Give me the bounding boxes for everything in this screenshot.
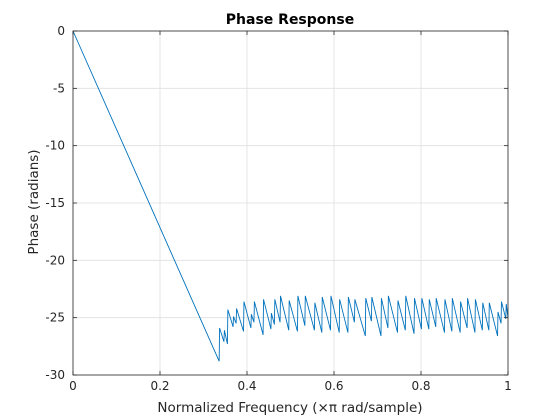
y-tick-label: -10	[45, 139, 65, 153]
x-tick-label: 0.6	[324, 379, 343, 393]
y-tick-label: -25	[45, 311, 65, 325]
y-axis-label: Phase (radians)	[26, 149, 42, 254]
y-tick-label: -20	[45, 253, 65, 267]
x-tick-label: 0.8	[411, 379, 430, 393]
phase-series-line	[72, 30, 509, 362]
x-tick-label: 0.4	[237, 379, 256, 393]
x-axis-label: Normalized Frequency (×π rad/sample)	[157, 400, 422, 416]
chart-title: Phase Response	[226, 12, 354, 28]
y-tick-label: -15	[45, 196, 65, 210]
x-tick-label: 0	[69, 379, 77, 393]
y-tick-label: -30	[45, 368, 65, 382]
x-tick-label: 1	[504, 379, 512, 393]
x-tick-label: 0.2	[150, 379, 169, 393]
y-tick-label: -5	[53, 81, 65, 95]
y-tick-label: 0	[57, 24, 65, 38]
ticks: 0 0.2 0.4 0.6 0.8 1 0 -5 -10 -15 -20 -25 -30	[45, 24, 511, 393]
